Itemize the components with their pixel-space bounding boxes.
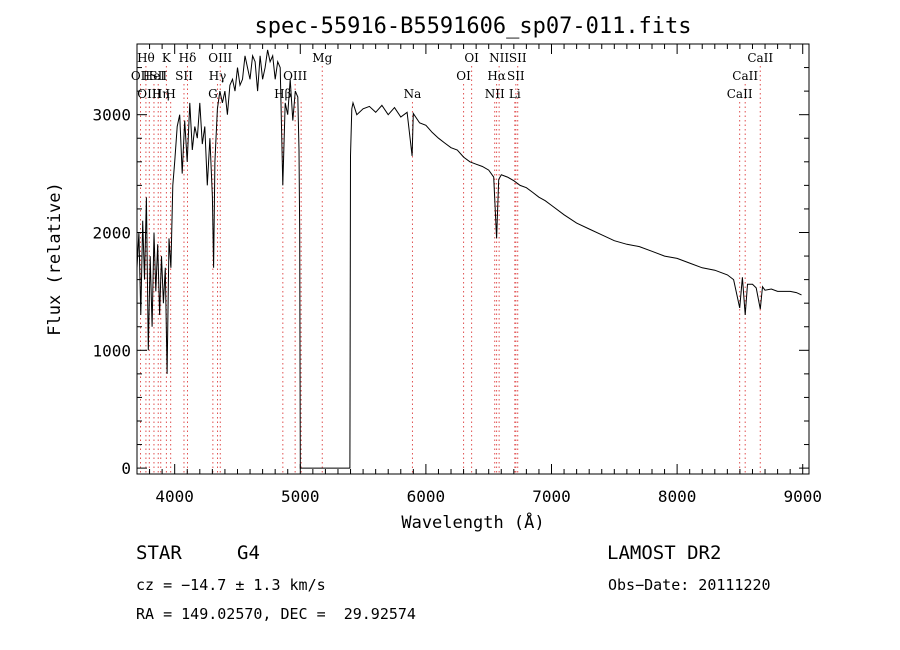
line-marker-label: K	[162, 51, 172, 65]
line-marker-label: CaII	[732, 69, 758, 83]
line-marker-label: SII	[509, 51, 527, 65]
y-axis-label: Flux (relative)	[45, 182, 65, 336]
object-class: STAR	[136, 542, 182, 564]
line-marker-label: OIII	[208, 51, 232, 65]
line-marker-label: Hα	[487, 69, 506, 83]
line-marker-label: Hγ	[209, 69, 227, 83]
plot-frame	[136, 43, 810, 475]
line-marker-label: CaII	[747, 51, 773, 65]
x-axis-label: Wavelength (Å)	[401, 511, 544, 533]
x-axis: 4000 5000 6000 7000 8000 9000	[149, 44, 822, 506]
ra-dec: RA = 149.02570, DEC = 29.92574	[136, 605, 416, 623]
y-tick-label: 3000	[92, 106, 131, 125]
line-marker-label: NII	[489, 51, 509, 65]
line-marker-label: Hθ	[137, 51, 155, 65]
line-marker-label: Hη	[152, 87, 170, 101]
object-subclass: G4	[237, 542, 260, 564]
line-marker-label: Li	[509, 87, 521, 101]
line-marker-label: G	[208, 87, 218, 101]
x-tick-label: 6000	[407, 487, 446, 506]
redshift-cz: cz = −14.7 ± 1.3 km/s	[136, 576, 326, 594]
line-marker-label: Na	[404, 87, 422, 101]
y-tick-label: 1000	[92, 341, 131, 360]
line-marker-labels: OIIHθOIIIHeISIIHηKHSIIHδGHγOIIIHβOIIIMgN…	[131, 51, 774, 101]
line-markers	[140, 66, 761, 474]
line-marker-label: NII	[485, 87, 505, 101]
x-tick-label: 5000	[281, 487, 320, 506]
line-marker-label: SII	[175, 69, 193, 83]
observation-date: Obs−Date: 20111220	[608, 576, 771, 594]
line-marker-label: OI	[464, 51, 479, 65]
x-tick-label: 7000	[532, 487, 571, 506]
x-tick-label: 8000	[658, 487, 697, 506]
line-marker-label: H	[165, 87, 175, 101]
line-marker-label: OIII	[137, 87, 161, 101]
x-tick-label: 9000	[783, 487, 822, 506]
y-tick-label: 2000	[92, 223, 131, 242]
line-marker-label: Hδ	[179, 51, 197, 65]
line-marker-label: Mg	[312, 51, 332, 65]
line-marker-label: HeI	[143, 69, 166, 83]
line-marker-label: OI	[456, 69, 471, 83]
y-tick-label: 0	[121, 459, 131, 478]
line-marker-label: OIII	[283, 69, 307, 83]
line-marker-label: OII	[131, 69, 151, 83]
line-marker-label: CaII	[727, 87, 753, 101]
y-axis: 0 1000 2000 3000	[92, 67, 809, 478]
survey-name: LAMOST DR2	[607, 542, 722, 564]
spectrum-series-line	[136, 49, 802, 469]
chart-title: spec-55916-B5591606_sp07-011.fits	[254, 14, 691, 39]
x-tick-label: 4000	[155, 487, 194, 506]
line-marker-label: SII	[149, 69, 167, 83]
line-marker-label: Hβ	[274, 87, 291, 101]
line-marker-label: SII	[507, 69, 525, 83]
